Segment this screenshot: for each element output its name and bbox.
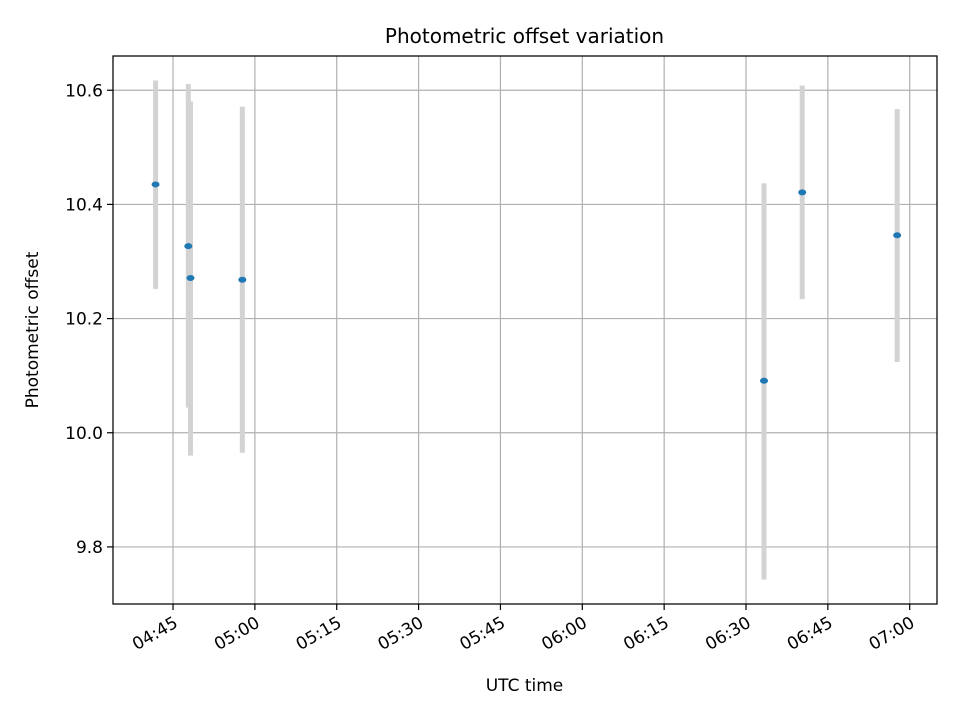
data-points [151,181,902,384]
y-tick-label: 10.4 [65,195,103,215]
y-tick-label: 9.8 [76,538,103,558]
chart-title: Photometric offset variation [385,24,664,48]
data-point [760,377,769,384]
y-tick-label: 10.2 [65,310,103,330]
y-axis-title: Photometric offset [23,251,43,408]
grid-lines [113,56,937,604]
data-point [238,276,247,283]
data-point [186,275,195,282]
data-point [798,189,807,196]
x-axis-title: UTC time [486,676,564,696]
data-point [184,243,193,250]
data-point [151,181,160,188]
y-tick-label: 10.6 [65,81,103,101]
data-point [893,232,902,239]
y-axis: 9.8 10.0 10.2 10.4 10.6 [65,81,113,558]
plot-frame [112,55,938,605]
y-tick-label: 10.0 [65,424,103,444]
